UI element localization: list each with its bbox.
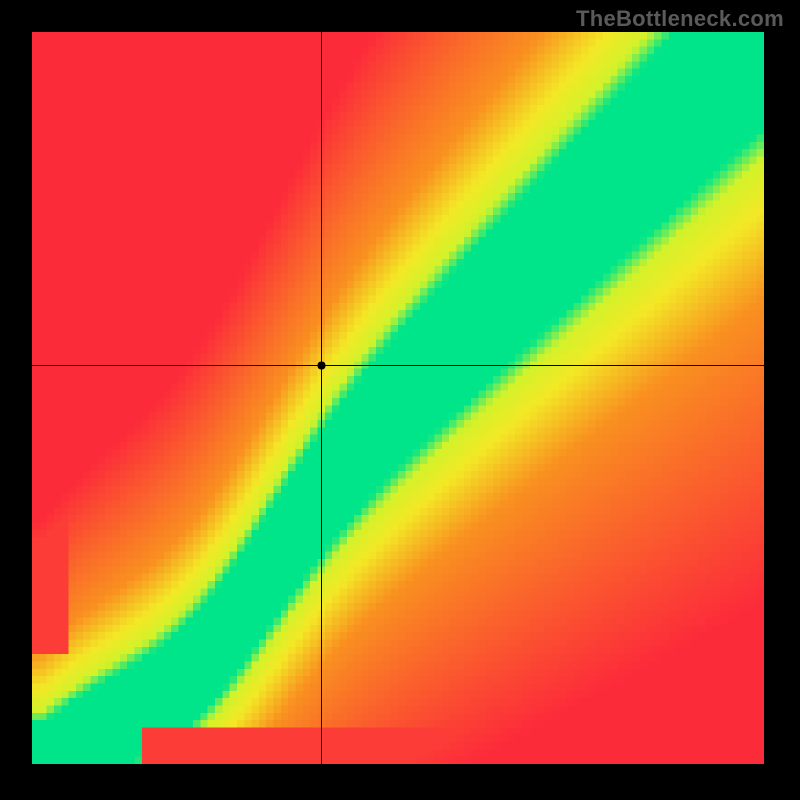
crosshair-overlay <box>32 32 764 764</box>
chart-frame: TheBottleneck.com <box>0 0 800 800</box>
watermark-text: TheBottleneck.com <box>576 6 784 32</box>
